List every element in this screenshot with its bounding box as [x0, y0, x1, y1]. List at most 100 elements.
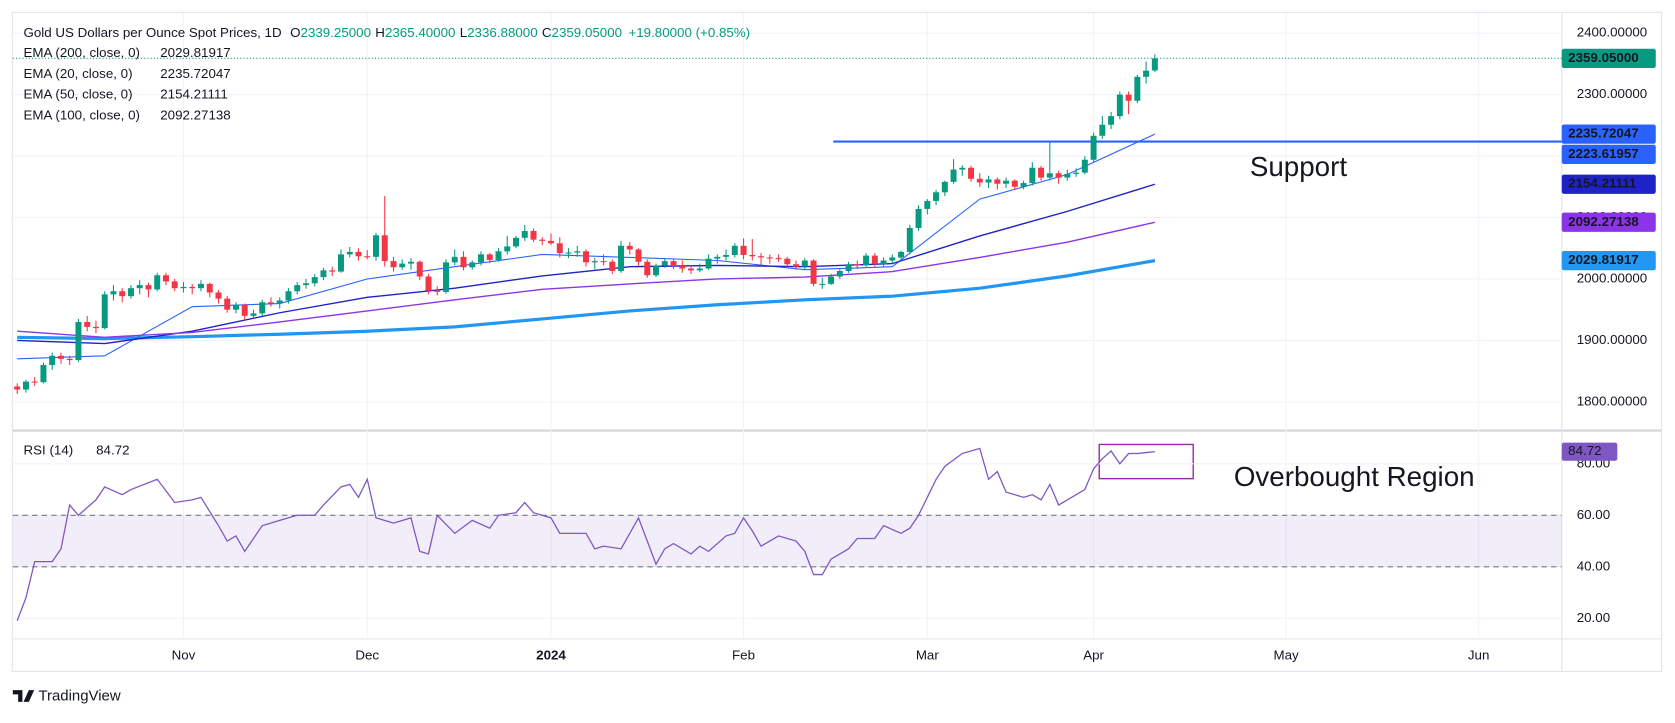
candle-body	[443, 262, 449, 292]
candle-body	[933, 192, 940, 201]
candle-body	[1125, 94, 1132, 101]
candle-body	[372, 235, 379, 257]
candle-body	[154, 275, 161, 290]
x-tick-label: Dec	[355, 648, 379, 663]
candle-body	[434, 290, 441, 292]
candle-body	[31, 381, 38, 383]
candle-body	[14, 386, 21, 390]
y-tick-label: 2400.00000	[1577, 25, 1648, 40]
rsi-band	[12, 515, 1562, 567]
rsi-line	[16, 447, 1155, 622]
ema-line	[17, 183, 1156, 345]
candle-body	[626, 245, 633, 250]
candle-body	[267, 302, 274, 304]
candle-body	[959, 167, 966, 170]
ohlc-value: 2339.25000	[301, 25, 371, 40]
candle-body	[320, 270, 327, 278]
legend-value: 2154.21111	[160, 87, 228, 102]
ohlc-prefix: L	[460, 25, 467, 40]
ema-line	[17, 133, 1156, 360]
candle-body	[390, 261, 397, 268]
candle-body	[1134, 76, 1141, 101]
candle-body	[250, 313, 257, 316]
candle-body	[793, 264, 800, 267]
candle-body	[337, 254, 344, 272]
candle-body	[758, 256, 765, 258]
price-tag-label: 2029.81917	[1568, 252, 1639, 267]
candle-body	[661, 261, 668, 266]
candle-body	[801, 260, 808, 267]
candle-body	[1064, 173, 1071, 178]
x-tick-label: May	[1273, 648, 1299, 663]
candle-body	[1020, 183, 1027, 187]
grid	[12, 12, 1562, 639]
chart-title: Gold US Dollars per Ounce Spot Prices, 1…	[24, 25, 751, 40]
candle-body	[574, 251, 581, 253]
candle-body	[346, 251, 353, 255]
candle-body	[670, 261, 677, 267]
candle-body	[66, 358, 73, 361]
candle-body	[644, 261, 651, 276]
candle-body	[915, 208, 922, 228]
candle-body	[1003, 180, 1010, 184]
candle-body	[22, 381, 29, 390]
candle-body	[119, 291, 126, 297]
annotation: Overbought Region	[1234, 461, 1475, 492]
overbought-box	[1098, 443, 1194, 480]
x-tick-label: 2024	[536, 648, 566, 663]
candle-body	[425, 276, 432, 291]
candle-body	[906, 227, 913, 252]
candle-body	[819, 283, 826, 285]
candle-body	[84, 321, 91, 327]
candle-body	[460, 256, 467, 268]
candle-body	[556, 243, 563, 254]
candle-body	[101, 294, 108, 329]
price-tag	[1561, 48, 1656, 68]
candle-body	[1081, 159, 1088, 173]
price-tag	[1561, 442, 1618, 461]
candle-body	[189, 286, 196, 289]
ohlc-prefix: H	[375, 25, 385, 40]
candle-body	[504, 246, 511, 252]
candle-body	[766, 257, 773, 259]
candle-body	[1073, 172, 1080, 174]
candle-body	[355, 251, 362, 257]
candle-body	[731, 245, 738, 255]
candle-body	[565, 252, 572, 254]
candle-body	[880, 260, 887, 265]
candle-body	[696, 268, 703, 271]
candle-body	[478, 254, 484, 263]
candle-body	[740, 245, 747, 255]
x-tick-label: Jun	[1468, 648, 1490, 663]
candle-body	[653, 265, 660, 276]
ema-line	[17, 221, 1156, 339]
candle-body	[521, 231, 528, 238]
price-tag	[1561, 124, 1656, 144]
candle-body	[1151, 58, 1158, 71]
price-tag	[1561, 174, 1656, 194]
candle-body	[381, 235, 388, 262]
candle-body	[810, 260, 817, 284]
candle-body	[495, 251, 502, 260]
candle-body	[180, 286, 187, 289]
title-text: Gold US Dollars per Ounce Spot Prices, 1…	[24, 25, 282, 40]
legend-name: EMA (50, close, 0)	[24, 87, 133, 102]
ohlc-value: 2336.88000	[467, 25, 538, 40]
logo	[12, 690, 35, 702]
brand: TradingView	[38, 688, 120, 705]
candle-body	[994, 179, 1001, 184]
support-label: Support	[1250, 151, 1348, 182]
candle-body	[1055, 173, 1062, 178]
price-tag-label: 2092.27138	[1568, 214, 1639, 229]
rsi-title: RSI (14)	[24, 442, 74, 457]
candle-body	[714, 256, 721, 259]
candle-body	[871, 255, 878, 265]
legend-name: EMA (20, close, 0)	[24, 66, 133, 81]
x-tick-label: Apr	[1083, 648, 1104, 663]
y-tick-label: 20.00	[1577, 610, 1610, 625]
candle-body	[976, 178, 983, 183]
rsi-value: 84.72	[96, 442, 129, 457]
candle-body	[215, 292, 222, 299]
